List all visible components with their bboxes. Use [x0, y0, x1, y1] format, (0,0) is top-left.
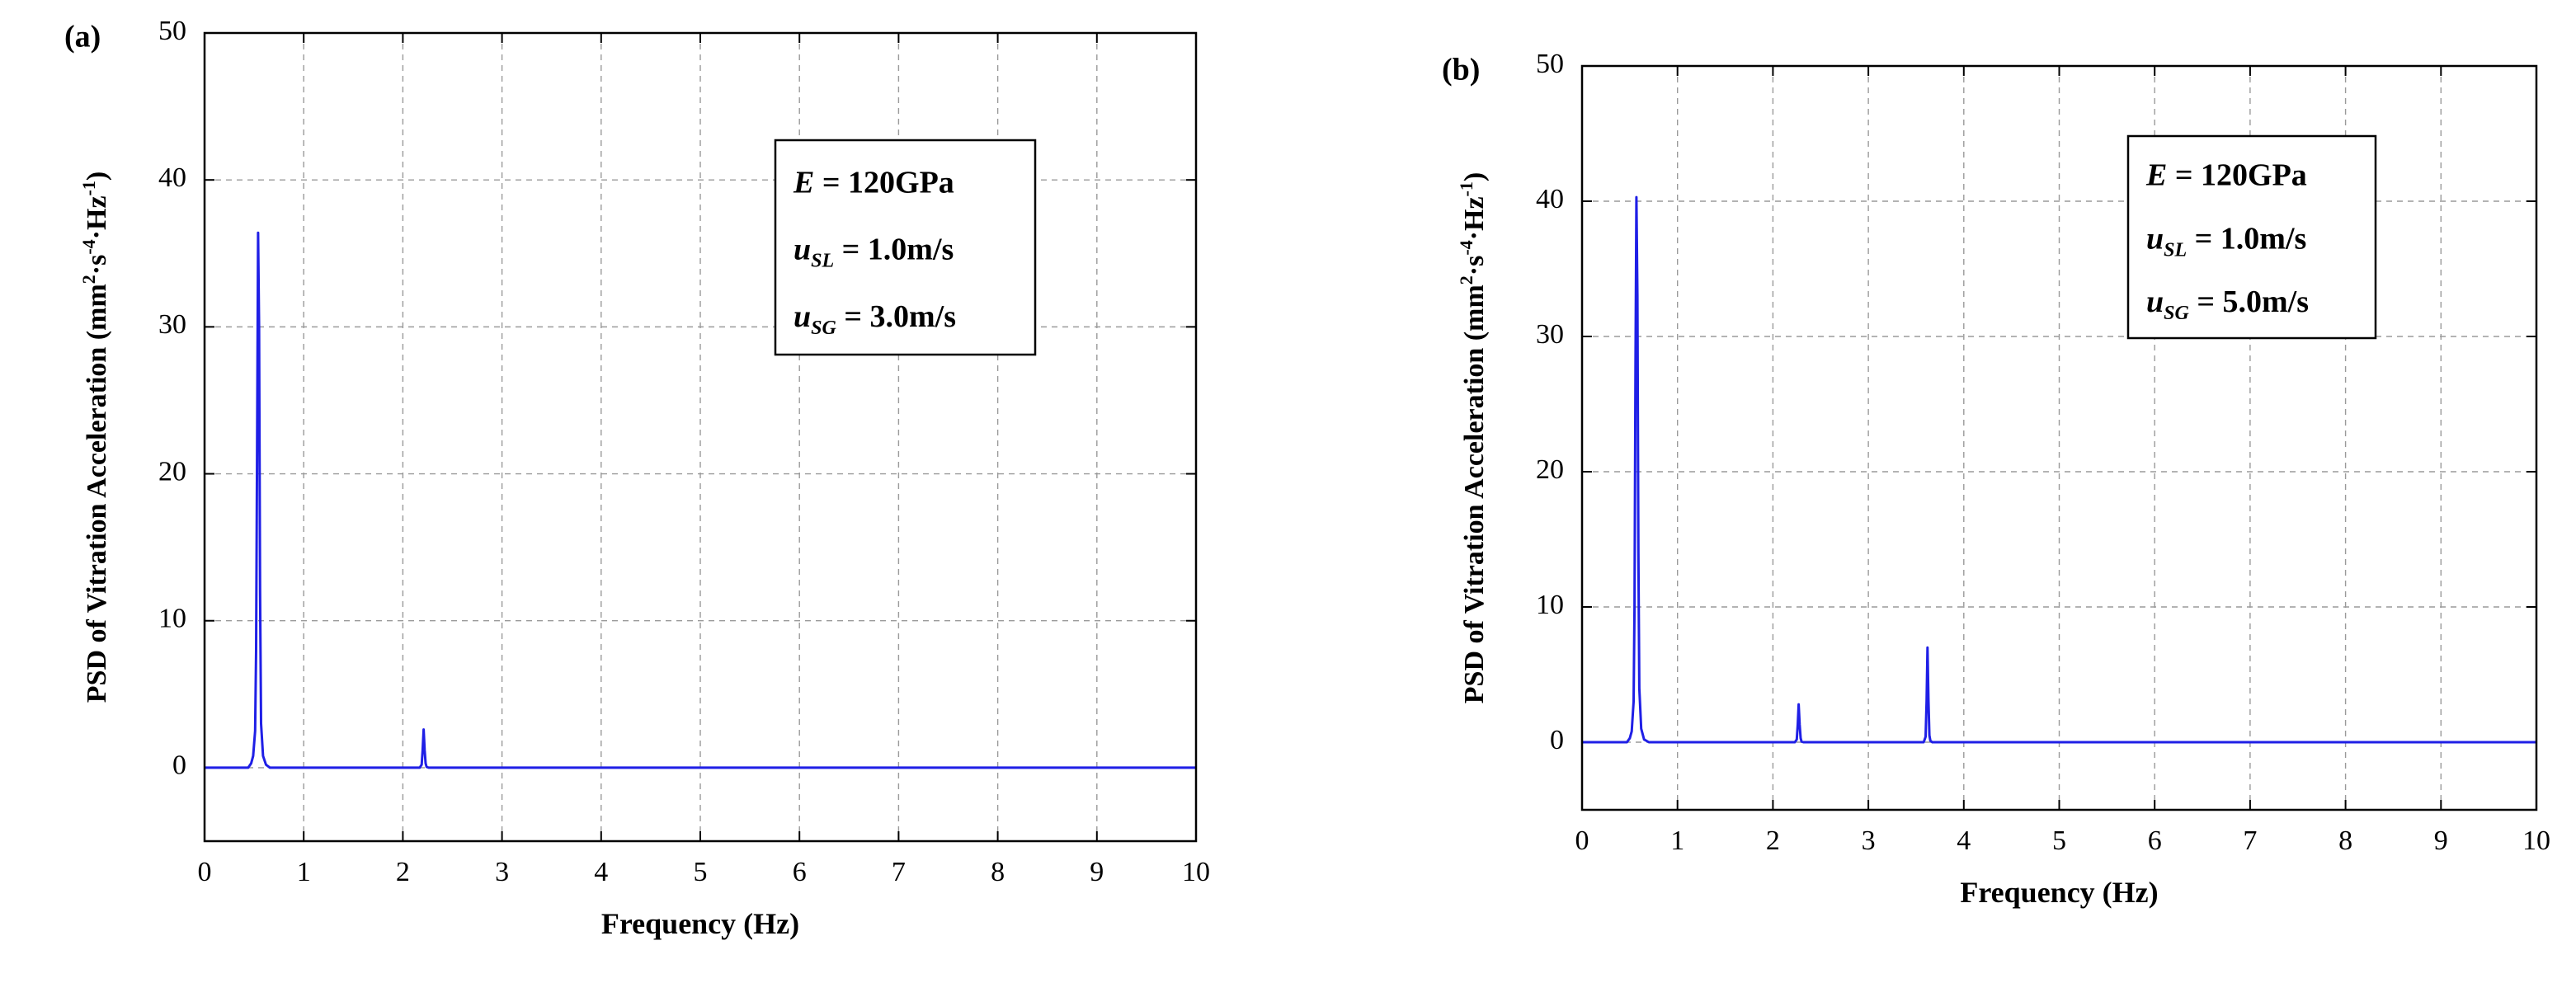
y-axis-label: PSD of Vitration Acceleration (mm2·s-4·H…: [78, 172, 112, 703]
annotation-frame: [774, 139, 1037, 356]
annotation-line: uSL = 1.0m/s: [794, 233, 954, 272]
y-tick-label: 10: [1536, 590, 1564, 620]
y-tick-label: 20: [158, 456, 186, 487]
x-tick-label: 4: [594, 857, 608, 887]
series-line: [1582, 195, 2536, 744]
y-axis-label-sup: 2: [78, 275, 99, 284]
x-tick-label: 0: [1575, 825, 1589, 856]
y-axis-label-part: ): [82, 172, 112, 181]
annotation-var: u: [794, 299, 811, 334]
x-axis-label: Frequency (Hz): [601, 907, 799, 940]
x-tick-label: 1: [1670, 825, 1684, 856]
y-axis-label-part: ·s: [82, 255, 112, 275]
annotation-value: = 1.0m/s: [834, 233, 954, 267]
annotation-var: E: [793, 165, 814, 200]
y-axis-label: PSD of Vitration Acceleration (mm2·s-4·H…: [1456, 172, 1490, 703]
panel-label: (b): [1442, 53, 1480, 87]
y-tick-label: 50: [158, 16, 186, 46]
annotation-sub: SG: [2164, 303, 2189, 324]
y-tick-label: 0: [1550, 725, 1564, 755]
annotation-var: u: [794, 233, 811, 267]
x-tick-label: 10: [1182, 857, 1210, 887]
annotation-value: = 120GPa: [2167, 158, 2306, 193]
annotation-value: = 1.0m/s: [2187, 221, 2306, 256]
annotation-var: E: [2145, 158, 2167, 193]
y-tick-label: 0: [172, 750, 186, 781]
panel-label: (a): [64, 20, 101, 54]
x-tick-label: 2: [396, 857, 410, 887]
y-tick-label: 50: [1536, 49, 1564, 79]
annotation-line: E = 120GPa: [793, 165, 954, 200]
annotation-line: E = 120GPa: [2145, 158, 2307, 193]
plot-frame: [203, 31, 1198, 843]
x-tick-label: 8: [991, 857, 1005, 887]
annotation-value: = 3.0m/s: [836, 299, 956, 334]
x-tick-label: 9: [1090, 857, 1104, 887]
x-tick-label: 9: [2434, 825, 2448, 856]
y-tick-label: 30: [158, 309, 186, 340]
y-axis-label-part: PSD of Vitration Acceleration (mm: [82, 284, 112, 703]
y-axis-label-sup: -4: [1456, 240, 1476, 255]
plot-frame: [1580, 64, 2538, 811]
y-tick-label: 40: [158, 162, 186, 193]
chart-panel-a: (a) 0 1 2 3 4 5 6 7 8 9 10 0 10 20 30 40 50 Frequency (Hz)…: [64, 16, 1210, 940]
annotation-var: u: [2146, 221, 2164, 256]
y-axis-label-sup: -1: [78, 181, 99, 195]
x-tick-label: 1: [297, 857, 311, 887]
y-axis-label-part: PSD of Vitration Acceleration (mm: [1459, 285, 1490, 703]
x-tick-label: 0: [198, 857, 212, 887]
x-tick-label: 5: [2052, 825, 2066, 856]
annotation-line: uSG = 5.0m/s: [2146, 285, 2309, 324]
x-tick-label: 6: [793, 857, 807, 887]
annotation-value: = 5.0m/s: [2189, 285, 2309, 319]
annotation-frame: [2126, 134, 2377, 340]
annotation-sub: SL: [811, 251, 834, 272]
x-tick-label: 8: [2338, 825, 2352, 856]
grid: [1582, 66, 2536, 810]
x-tick-label: 7: [2243, 825, 2257, 856]
y-tick-label: 20: [1536, 454, 1564, 485]
y-tick-label: 40: [1536, 184, 1564, 214]
annotation-var: u: [2146, 285, 2164, 319]
y-axis-label-part: ·Hz: [1459, 196, 1490, 240]
grid: [205, 33, 1196, 841]
y-axis-label-sup: -4: [78, 239, 99, 254]
y-axis-label-part: ): [1459, 172, 1490, 181]
x-tick-label: 4: [1957, 825, 1971, 856]
annotation-value: = 120GPa: [814, 165, 954, 200]
y-tick-label: 10: [158, 604, 186, 634]
annotation-sub: SG: [811, 317, 836, 339]
y-axis-label-sup: -1: [1456, 181, 1476, 196]
x-tick-label: 3: [1862, 825, 1876, 856]
x-axis-label: Frequency (Hz): [1960, 876, 2158, 909]
annotation-line: uSL = 1.0m/s: [2146, 221, 2306, 261]
annotation-sub: SL: [2164, 239, 2187, 261]
y-axis-label-part: ·Hz: [82, 195, 112, 239]
x-tick-label: 2: [1766, 825, 1780, 856]
x-tick-label: 5: [694, 857, 708, 887]
y-tick-label: 30: [1536, 319, 1564, 350]
x-tick-label: 6: [2148, 825, 2162, 856]
y-axis-label-part: ·s: [1459, 256, 1490, 276]
x-tick-label: 10: [2522, 825, 2550, 856]
chart-panel-b: (b) 0 1 2 3 4 5 6 7 8 9 10 0 10 20 30 40 50 Frequency (Hz)…: [1442, 49, 2550, 909]
x-tick-label: 7: [892, 857, 906, 887]
x-tick-label: 3: [495, 857, 509, 887]
y-axis-label-sup: 2: [1456, 275, 1476, 285]
series-line: [205, 231, 1196, 769]
annotation-line: uSG = 3.0m/s: [794, 299, 956, 339]
